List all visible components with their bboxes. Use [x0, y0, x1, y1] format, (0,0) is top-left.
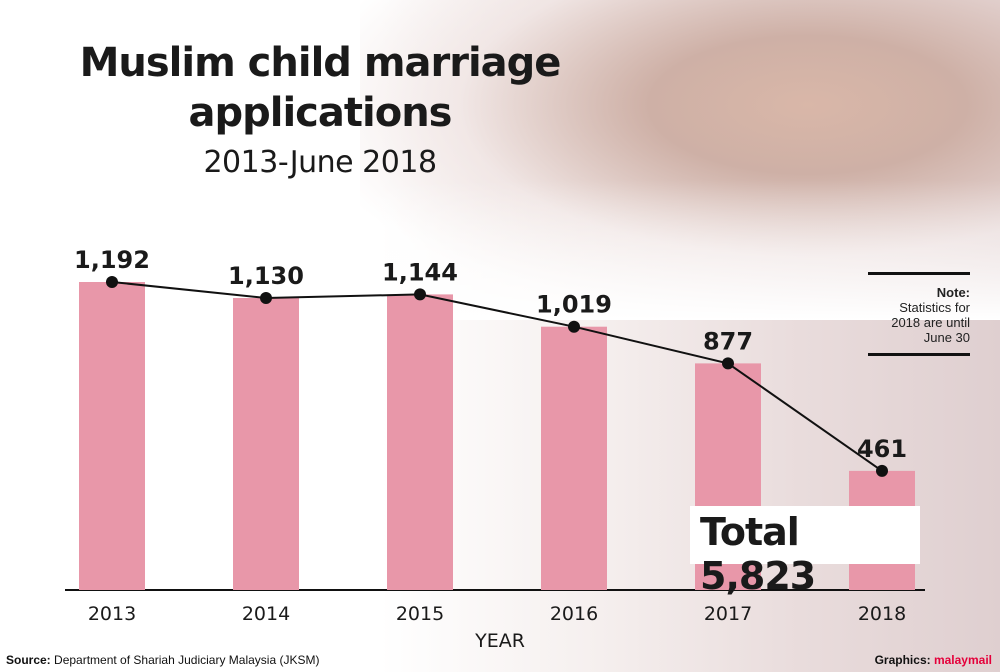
total-label: Total 5,823: [700, 510, 816, 598]
tick-label-2017: 2017: [704, 603, 752, 625]
note-box: Note: Statistics for 2018 are until June…: [868, 272, 970, 356]
note-text: Statistics for 2018 are until June 30: [891, 300, 970, 345]
bar-2015: [387, 294, 453, 590]
trend-point-2014: [260, 292, 272, 305]
x-axis-label: YEAR: [475, 630, 525, 652]
trend-point-2015: [414, 288, 426, 301]
trend-point-2016: [568, 320, 580, 333]
bar-2016: [541, 326, 607, 590]
tick-label-2016: 2016: [550, 603, 598, 625]
graphics-label: Graphics:: [874, 653, 931, 667]
trend-point-2018: [876, 464, 888, 477]
value-label-2015: 1,144: [382, 258, 458, 286]
tick-label-2015: 2015: [396, 603, 444, 625]
background-fade: [0, 180, 1000, 320]
footer: Source: Department of Shariah Judiciary …: [0, 650, 1000, 672]
value-label-2017: 877: [703, 327, 753, 355]
tick-label-2013: 2013: [88, 603, 136, 625]
chart-title: Muslim child marriage applications: [79, 40, 562, 136]
chart-subtitle: 2013-June 2018: [203, 145, 437, 180]
graphics-credit: Graphics: malaymail: [875, 653, 992, 667]
total-backdrop: [690, 506, 920, 564]
trend-point-2017: [722, 357, 734, 370]
tick-label-2014: 2014: [242, 603, 290, 625]
bar-2014: [233, 298, 299, 590]
value-label-2013: 1,192: [74, 246, 150, 274]
source-text: Department of Shariah Judiciary Malaysia…: [54, 653, 320, 667]
value-label-2016: 1,019: [536, 291, 612, 319]
trend-line: [111, 281, 883, 472]
value-label-2014: 1,130: [228, 262, 304, 290]
malaymail-logo: malaymail: [933, 653, 992, 667]
trend-point-2013: [106, 276, 118, 288]
tick-label-2018: 2018: [858, 603, 906, 625]
note-label: Note:: [936, 285, 970, 300]
bar-2013: [79, 282, 145, 590]
source-credit: Source: Department of Shariah Judiciary …: [6, 653, 319, 667]
source-label: Source:: [6, 653, 51, 667]
